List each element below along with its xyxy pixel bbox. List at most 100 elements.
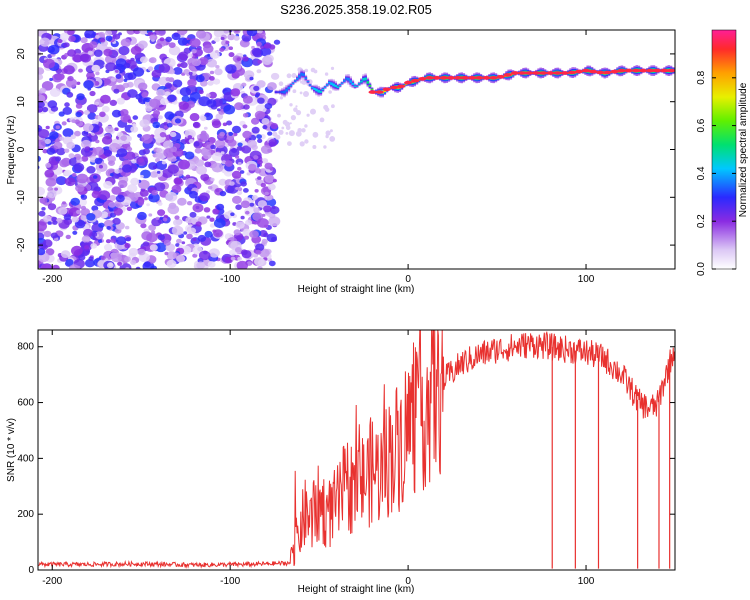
noise-blob [241, 145, 252, 154]
noise-blob [179, 87, 191, 97]
noise-blob [123, 62, 131, 69]
noise-blob [75, 111, 82, 118]
ridge-cell [355, 85, 359, 87]
noise-blob [181, 241, 186, 245]
noise-blob [159, 37, 165, 42]
noise-blob [281, 126, 285, 130]
y-tick-label: -20 [16, 237, 27, 252]
noise-blob [176, 238, 182, 244]
noise-blob [304, 139, 309, 144]
noise-blob [251, 117, 260, 125]
noise-blob [310, 108, 316, 115]
noise-blob [151, 190, 158, 196]
noise-blob [220, 36, 225, 41]
noise-blob [120, 38, 131, 47]
noise-blob [242, 113, 249, 118]
noise-blob [64, 177, 76, 187]
noise-blob [76, 173, 89, 184]
noise-blob [299, 141, 305, 147]
noise-blob [111, 186, 122, 195]
noise-blob [206, 190, 210, 194]
noise-blob [74, 119, 80, 124]
noise-blob [140, 223, 147, 229]
noise-blob [295, 130, 302, 137]
noise-blob [156, 147, 163, 153]
noise-blob [62, 201, 66, 205]
noise-blob [132, 67, 145, 77]
ridge-cell [289, 84, 293, 87]
noise-blob [289, 103, 293, 107]
noise-blob [222, 122, 228, 127]
ridge-cell [334, 84, 337, 88]
ridge-peak [382, 87, 391, 92]
noise-blob [257, 200, 267, 208]
noise-blob [187, 227, 197, 235]
noise-blob [46, 147, 56, 155]
noise-blob [312, 131, 319, 138]
noise-blob [241, 250, 252, 259]
noise-blob [256, 41, 262, 47]
noise-blob [109, 195, 117, 201]
ridge-peak [610, 69, 619, 74]
heatmap-y-axis: 20 10 0 -10 -20 [16, 48, 675, 252]
noise-blob [253, 155, 259, 160]
noise-blob [301, 128, 306, 133]
noise-blob [155, 152, 164, 159]
noise-blob [207, 185, 213, 190]
noise-blob [277, 113, 281, 118]
noise-blob [87, 50, 93, 55]
noise-blob [105, 125, 114, 133]
ridge-cell [276, 91, 280, 93]
noise-blob [195, 30, 207, 39]
noise-blob [89, 90, 96, 97]
ridge-cell [313, 87, 316, 90]
ridge-cell [319, 90, 323, 93]
x-tick-label: -200 [42, 274, 62, 285]
noise-blob [200, 173, 210, 181]
noise-blob [198, 89, 204, 95]
noise-blob [101, 105, 110, 113]
noise-blob [86, 104, 98, 113]
y-tick-label: 400 [17, 453, 34, 464]
y-tick-label: -10 [16, 190, 27, 205]
noise-blob [208, 248, 220, 258]
noise-blob [246, 261, 253, 266]
noise-blob [230, 256, 236, 261]
noise-blob [183, 231, 188, 235]
noise-blob [38, 139, 46, 150]
noise-blob [232, 195, 242, 204]
noise-blob [98, 190, 111, 201]
noise-blob [157, 30, 166, 36]
noise-blob [106, 226, 111, 230]
ridge-peak [567, 70, 576, 75]
noise-blob [237, 162, 242, 166]
noise-blob [173, 219, 182, 227]
noise-blob [268, 260, 276, 267]
noise-blob [80, 194, 85, 198]
noise-blob [42, 149, 48, 154]
noise-blob [248, 163, 257, 171]
ridge-peak [461, 76, 469, 80]
noise-blob [170, 146, 178, 153]
noise-blob [278, 81, 284, 86]
ridge-peak [667, 68, 675, 73]
noise-blob [141, 134, 153, 144]
noise-blob [76, 265, 81, 269]
ridge-peak [453, 76, 462, 80]
noise-blob [38, 242, 47, 250]
ridge-cell [345, 77, 348, 80]
noise-blob [262, 125, 268, 130]
noise-blob [229, 181, 235, 186]
noise-blob [38, 94, 46, 103]
noise-blob [210, 177, 215, 182]
snr-y-axis: 0 200 400 600 800 [17, 342, 675, 576]
ridge-peak [496, 75, 505, 79]
noise-blob [47, 203, 57, 211]
noise-blob [166, 251, 177, 260]
noise-blob [53, 141, 63, 150]
noise-blob [38, 210, 46, 217]
noise-blob [151, 230, 156, 234]
snr-y-label: SNR (10 * v/v) [6, 418, 17, 482]
ridge-peak [397, 84, 405, 89]
noise-blob [188, 139, 194, 144]
